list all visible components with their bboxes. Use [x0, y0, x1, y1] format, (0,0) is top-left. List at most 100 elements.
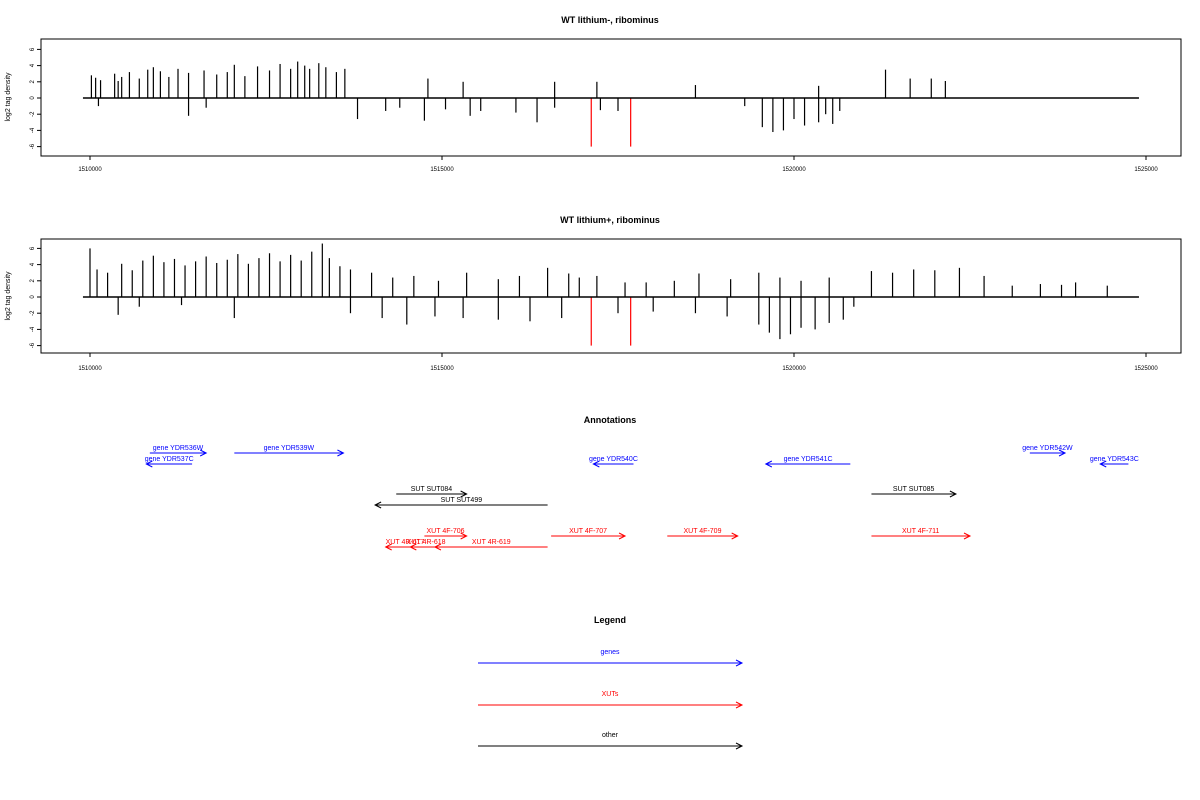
- annotation-feature: gene YDR542W: [1022, 445, 1073, 457]
- feature-arrowhead: [337, 449, 345, 457]
- y-tick-label: 6: [30, 246, 36, 250]
- x-axis: 1510000 1515000 1520000 1525000: [78, 353, 1158, 372]
- panel-title: WT lithium-, ribominus: [561, 15, 659, 25]
- y-axis: -6 -4 -2 0 2 4 6: [30, 47, 41, 149]
- signal-bars: [90, 61, 946, 147]
- feature-arrowhead: [731, 532, 739, 540]
- signal-bars: [89, 243, 1108, 346]
- x-tick-label: 1525000: [1134, 167, 1158, 173]
- annotation-feature: gene YDR541C: [764, 456, 851, 468]
- legend-panel: Legend genes XUTs other: [478, 615, 744, 750]
- feature-label: gene YDR537C: [145, 456, 194, 463]
- plot-frame: [40, 238, 1182, 354]
- annotation-features: gene YDR536W gene YDR537C gene YDR539W gene…: [145, 445, 1139, 551]
- y-tick-label: 2: [30, 79, 36, 83]
- x-tick-label: 1515000: [430, 366, 454, 372]
- legend-label: other: [602, 732, 619, 739]
- y-tick-label: 0: [30, 96, 36, 100]
- feature-arrowhead: [374, 501, 382, 509]
- y-tick-label: -6: [30, 143, 36, 149]
- annotation-feature: XUT 4F-706: [424, 528, 468, 540]
- feature-arrowhead: [433, 543, 442, 551]
- legend-label: XUTs: [602, 691, 619, 698]
- y-tick-label: 6: [30, 47, 36, 51]
- track-panel-lithium-minus: WT lithium-, ribominus log2 tag density …: [5, 15, 1182, 173]
- annotation-feature: gene YDR536W: [149, 445, 208, 457]
- x-tick-label: 1525000: [1134, 366, 1158, 372]
- feature-label: SUT SUT085: [893, 486, 935, 493]
- y-axis-label: log2 tag density: [5, 72, 12, 122]
- annotation-feature: gene YDR537C: [145, 456, 194, 468]
- annotation-feature: SUT SUT499: [374, 497, 548, 509]
- feature-arrowhead: [384, 543, 392, 551]
- feature-label: SUT SUT499: [441, 497, 483, 504]
- annotation-feature: gene YDR539W: [234, 445, 345, 457]
- annotation-feature: SUT SUT084: [396, 486, 468, 498]
- legend-item: other: [478, 732, 744, 750]
- y-tick-label: -2: [30, 111, 36, 117]
- annotation-feature: SUT SUT085: [871, 486, 958, 498]
- feature-arrowhead: [460, 490, 468, 498]
- track-panel-lithium-plus: WT lithium+, ribominus log2 tag density …: [5, 215, 1182, 372]
- x-axis: 1510000 1515000 1520000 1525000: [78, 156, 1158, 173]
- feature-arrowhead: [1099, 460, 1107, 468]
- feature-label: gene YDR536W: [153, 445, 204, 452]
- x-tick-label: 1510000: [78, 167, 102, 173]
- y-tick-label: -6: [30, 342, 36, 348]
- feature-arrowhead: [145, 460, 153, 468]
- annotations-title: Annotations: [584, 415, 637, 425]
- feature-arrowhead: [409, 543, 417, 551]
- legend-arrowhead: [735, 742, 744, 750]
- feature-label: XUT 4R-618: [407, 539, 446, 546]
- annotation-feature: gene YDR543C: [1090, 456, 1139, 468]
- x-tick-label: 1520000: [782, 167, 806, 173]
- feature-label: gene YDR543C: [1090, 456, 1139, 463]
- legend-items: genes XUTs other: [478, 649, 744, 750]
- feature-label: XUT 4R-617: [386, 539, 425, 546]
- annotation-feature: XUT 4F-707: [551, 528, 627, 540]
- feature-arrowhead: [592, 460, 600, 468]
- legend-label: genes: [600, 649, 620, 656]
- feature-label: gene YDR540C: [589, 456, 638, 463]
- annotation-feature: XUT 4R-619: [433, 539, 548, 551]
- feature-label: XUT 4F-706: [427, 528, 465, 535]
- y-tick-label: 4: [30, 63, 36, 67]
- legend-arrowhead: [735, 659, 744, 667]
- legend-item: genes: [478, 649, 744, 667]
- legend-item: XUTs: [478, 691, 744, 709]
- x-tick-label: 1510000: [78, 366, 102, 372]
- x-tick-label: 1520000: [782, 366, 806, 372]
- feature-arrowhead: [618, 532, 627, 540]
- y-tick-label: 2: [30, 278, 36, 282]
- feature-label: XUT 4F-707: [569, 528, 607, 535]
- feature-arrowhead: [460, 532, 468, 540]
- annotation-feature: gene YDR540C: [589, 456, 638, 468]
- feature-label: gene YDR539W: [264, 445, 315, 452]
- legend-title: Legend: [594, 615, 626, 625]
- feature-arrowhead: [949, 490, 958, 498]
- feature-arrowhead: [199, 449, 208, 457]
- annotation-feature: XUT 4F-711: [871, 528, 972, 540]
- y-tick-label: 0: [30, 295, 36, 299]
- panel-title: WT lithium+, ribominus: [560, 215, 660, 225]
- feature-label: XUT 4R-619: [472, 539, 511, 546]
- feature-label: gene YDR541C: [784, 456, 833, 463]
- annotation-feature: XUT 4F-709: [667, 528, 739, 540]
- feature-arrowhead: [963, 532, 972, 540]
- legend-arrowhead: [735, 701, 744, 709]
- y-tick-label: -4: [30, 326, 36, 332]
- x-tick-label: 1515000: [430, 167, 454, 173]
- feature-label: gene YDR542W: [1022, 445, 1073, 452]
- y-axis: -6 -4 -2 0 2 4 6: [30, 246, 41, 348]
- y-tick-label: -2: [30, 310, 36, 316]
- feature-arrowhead: [1058, 449, 1067, 457]
- y-axis-label: log2 tag density: [5, 271, 12, 321]
- feature-label: XUT 4F-709: [683, 528, 721, 535]
- feature-label: XUT 4F-711: [902, 528, 940, 535]
- feature-label: SUT SUT084: [411, 486, 453, 493]
- y-tick-label: -4: [30, 127, 36, 133]
- feature-arrowhead: [764, 460, 773, 468]
- y-tick-label: 4: [30, 262, 36, 266]
